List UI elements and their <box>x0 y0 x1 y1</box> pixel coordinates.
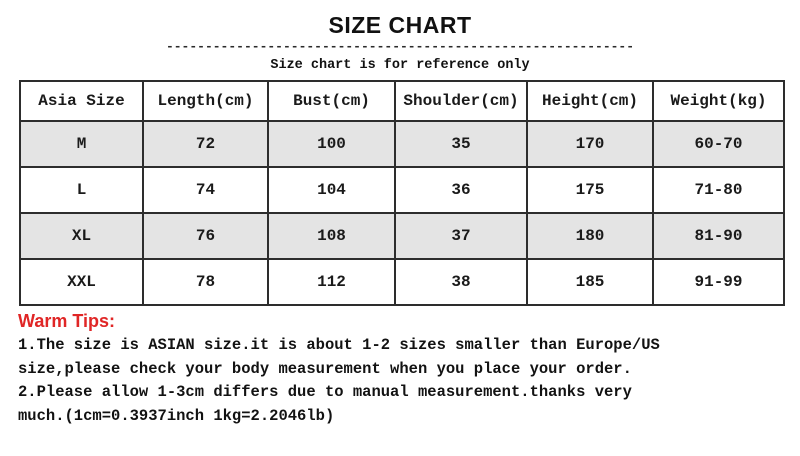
reference-note: Size chart is for reference only <box>270 58 530 73</box>
cell-weight: 81-90 <box>652 212 785 260</box>
table-row-l: L 74 104 36 175 71-80 <box>19 166 785 214</box>
table-header-row: Asia Size Length(cm) Bust(cm) Shoulder(c… <box>19 80 785 122</box>
cell-height: 185 <box>526 258 654 306</box>
cell-shoulder: 36 <box>394 166 528 214</box>
cell-shoulder: 37 <box>394 212 528 260</box>
col-header-shoulder: Shoulder(cm) <box>394 80 528 122</box>
cell-bust: 112 <box>267 258 396 306</box>
cell-length: 78 <box>142 258 269 306</box>
size-table: Asia Size Length(cm) Bust(cm) Shoulder(c… <box>19 80 785 306</box>
cell-height: 180 <box>526 212 654 260</box>
cell-shoulder: 38 <box>394 258 528 306</box>
cell-bust: 100 <box>267 120 396 168</box>
cell-length: 76 <box>142 212 269 260</box>
col-header-bust: Bust(cm) <box>267 80 396 122</box>
cell-weight: 71-80 <box>652 166 785 214</box>
table-row-m: M 72 100 35 170 60-70 <box>19 120 785 168</box>
cell-length: 72 <box>142 120 269 168</box>
cell-weight: 91-99 <box>652 258 785 306</box>
dashed-divider: ----------------------------------------… <box>165 40 635 53</box>
tip-line-3: 2.Please allow 1-3cm differs due to manu… <box>18 383 632 401</box>
cell-size: M <box>19 120 144 168</box>
cell-bust: 108 <box>267 212 396 260</box>
cell-bust: 104 <box>267 166 396 214</box>
cell-height: 175 <box>526 166 654 214</box>
table-row-xxl: XXL 78 112 38 185 91-99 <box>19 258 785 306</box>
col-header-height: Height(cm) <box>526 80 654 122</box>
size-chart-page: SIZE CHART -----------------------------… <box>17 12 785 428</box>
col-header-weight: Weight(kg) <box>652 80 785 122</box>
col-header-asia-size: Asia Size <box>19 80 144 122</box>
warm-tips-heading: Warm Tips: <box>18 311 116 331</box>
tip-line-2: size,please check your body measurement … <box>18 359 632 378</box>
table-row-xl: XL 76 108 37 180 81-90 <box>19 212 785 260</box>
warm-tips-section: Warm Tips: 1.The size is ASIAN size.it i… <box>17 310 783 428</box>
cell-size: XXL <box>19 258 144 306</box>
cell-weight: 60-70 <box>652 120 785 168</box>
cell-shoulder: 35 <box>394 120 528 168</box>
cell-length: 74 <box>142 166 269 214</box>
tip-line-4: much.(1cm=0.3937inch 1kg=2.2046lb) <box>18 406 335 425</box>
cell-size: L <box>19 166 144 214</box>
col-header-length: Length(cm) <box>142 80 269 122</box>
cell-size: XL <box>19 212 144 260</box>
tip-line-1: 1.The size is ASIAN size.it is about 1-2… <box>18 336 660 354</box>
cell-height: 170 <box>526 120 654 168</box>
page-title: SIZE CHART <box>328 12 472 38</box>
